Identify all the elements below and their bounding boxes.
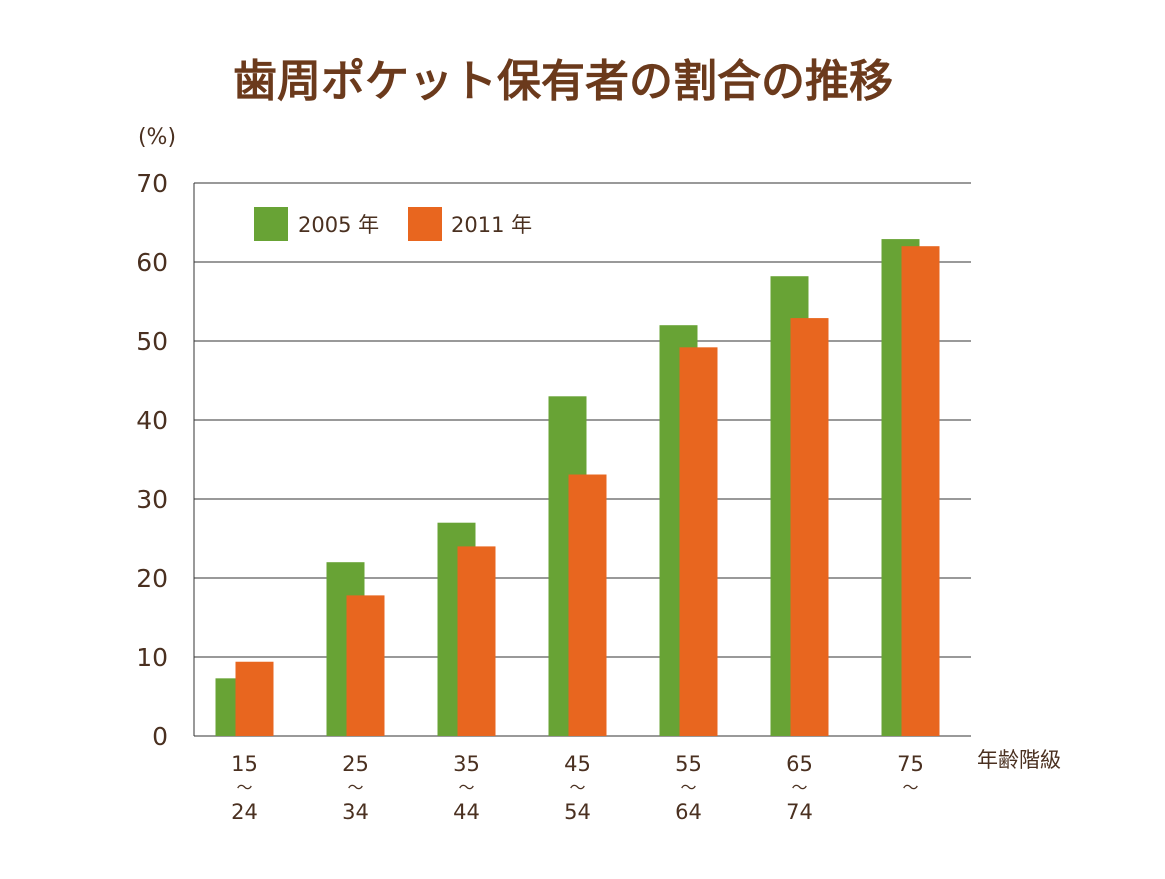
bar-2011 <box>568 474 607 736</box>
x-tick-label-start: 35 <box>453 752 480 776</box>
bar-2011 <box>901 246 940 736</box>
x-tick-label-end: 34 <box>342 800 369 824</box>
x-tick-label-separator: ～ <box>680 778 696 797</box>
x-tick-label-separator: ～ <box>347 778 363 797</box>
chart-title: 歯周ポケット保有者の割合の推移 <box>233 56 893 107</box>
x-tick-label-end: 74 <box>786 800 813 824</box>
bar-2011 <box>679 347 718 736</box>
y-tick-label: 50 <box>136 327 168 356</box>
x-tick-label-separator: ～ <box>902 778 918 797</box>
y-tick-label: 10 <box>136 643 168 672</box>
x-tick-label-separator: ～ <box>458 778 474 797</box>
y-tick-label: 0 <box>152 722 168 751</box>
x-tick-label-separator: ～ <box>236 778 252 797</box>
x-tick-label-separator: ～ <box>569 778 585 797</box>
bar-2011 <box>346 595 385 736</box>
x-axis-label: 年齢階級 <box>977 748 1061 772</box>
x-tick-label-start: 55 <box>675 752 702 776</box>
y-tick-label: 60 <box>136 248 168 277</box>
x-tick-label-start: 25 <box>342 752 369 776</box>
x-tick-label-start: 45 <box>564 752 591 776</box>
x-tick-label-start: 15 <box>231 752 258 776</box>
bar-2011 <box>457 546 496 736</box>
bar-2011 <box>235 661 274 736</box>
legend-swatch <box>408 207 442 241</box>
legend-label: 2005 年 <box>298 213 379 237</box>
y-tick-label: 40 <box>136 406 168 435</box>
y-tick-label: 30 <box>136 485 168 514</box>
legend-label: 2011 年 <box>451 213 532 237</box>
x-tick-label-end: 64 <box>675 800 702 824</box>
y-axis-unit-label: (%) <box>138 125 176 150</box>
x-tick-label-end: 24 <box>231 800 258 824</box>
y-tick-label: 70 <box>136 169 168 198</box>
legend-swatch <box>254 207 288 241</box>
bar-2011 <box>790 318 829 736</box>
x-tick-label-end: 54 <box>564 800 591 824</box>
x-tick-label-start: 65 <box>786 752 813 776</box>
x-tick-label-start: 75 <box>897 752 924 776</box>
y-tick-label: 20 <box>136 564 168 593</box>
x-tick-label-end: 44 <box>453 800 480 824</box>
x-tick-label-separator: ～ <box>791 778 807 797</box>
